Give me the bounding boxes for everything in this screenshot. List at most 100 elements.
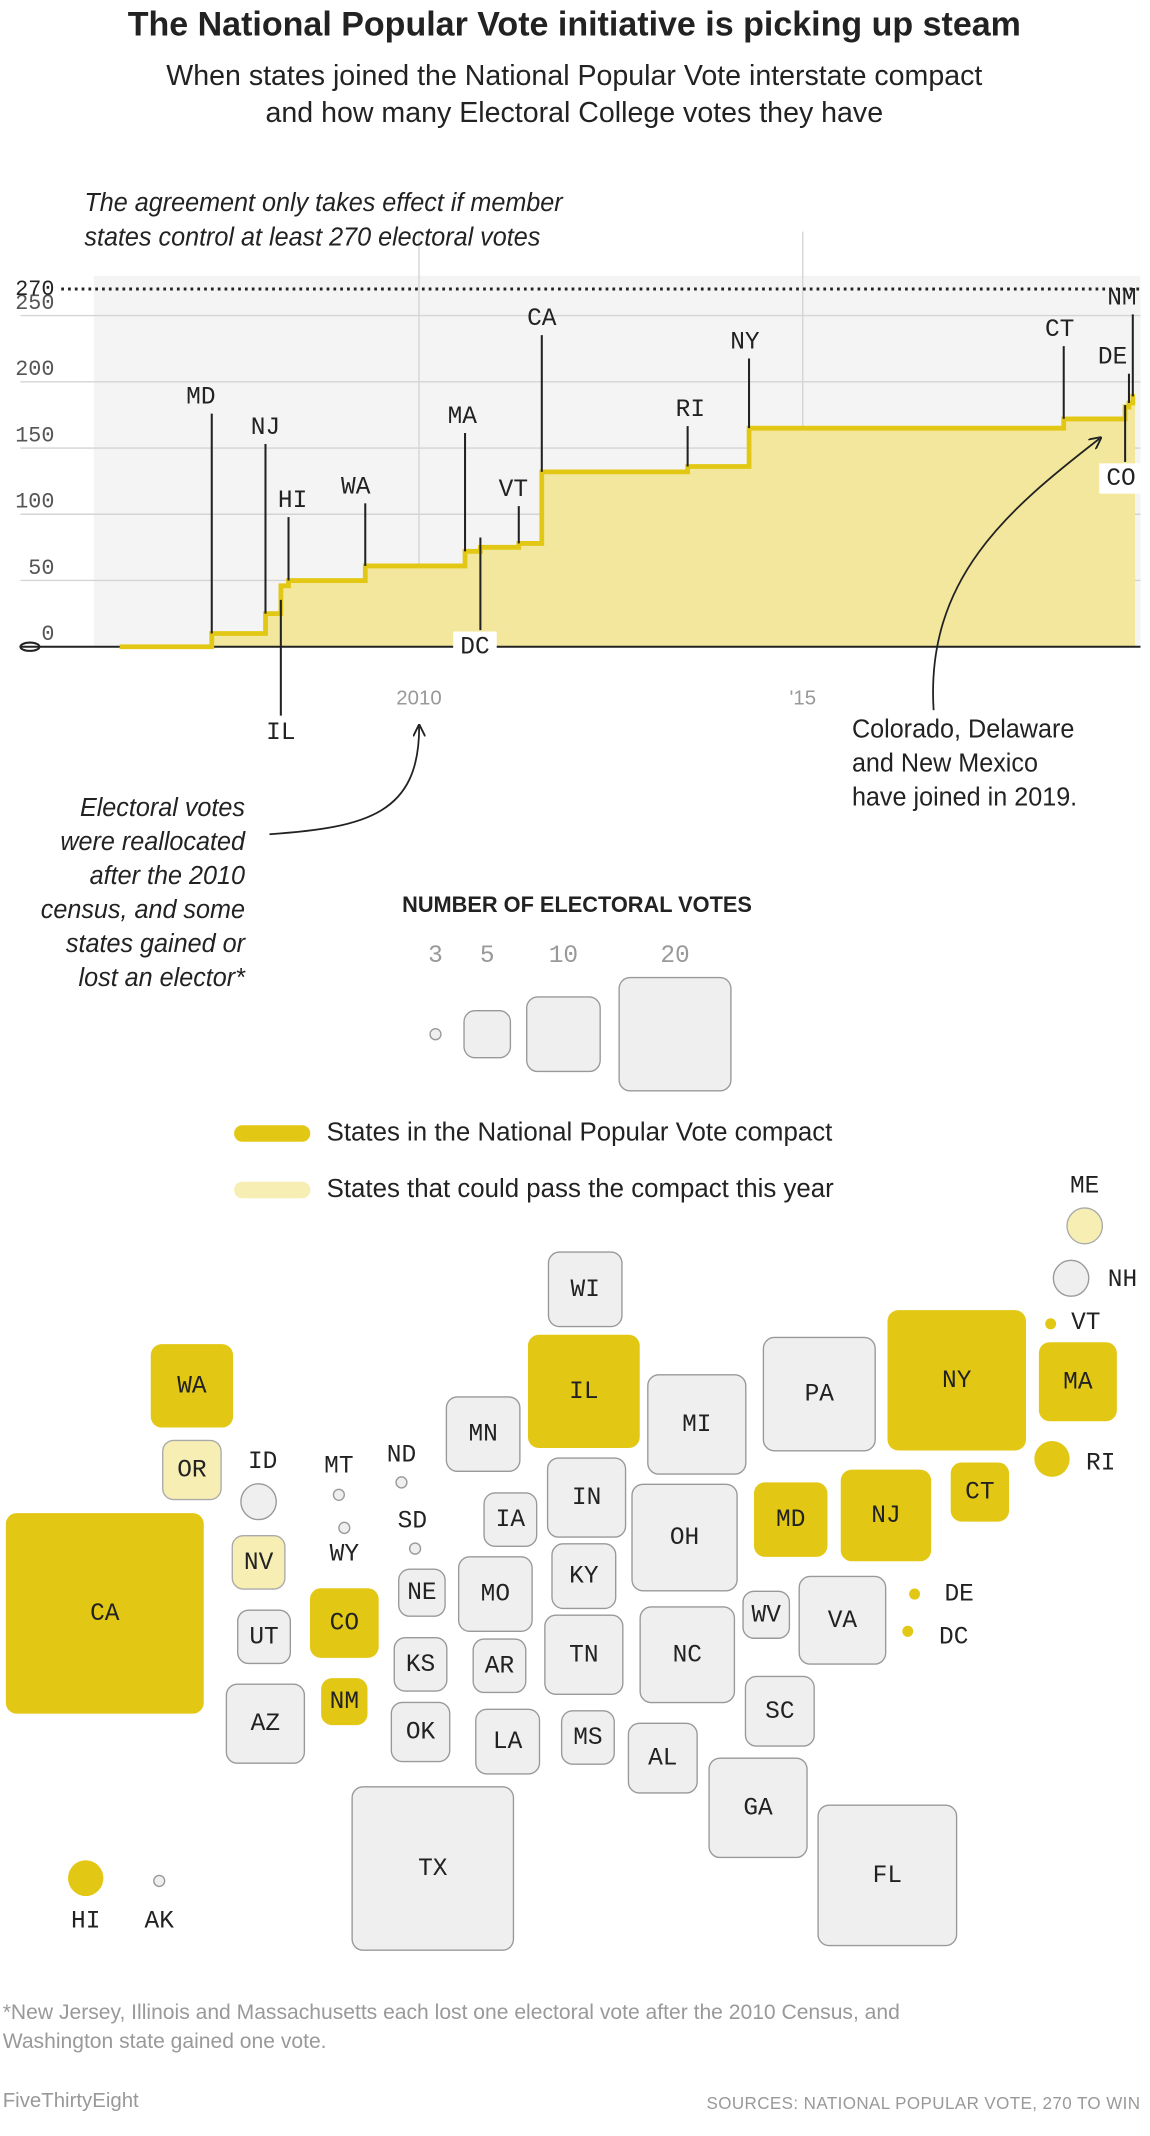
legend-title: NUMBER OF ELECTORAL VOTES bbox=[402, 892, 752, 917]
y-tick-label: 100 bbox=[15, 490, 54, 515]
state-tile bbox=[445, 1396, 521, 1473]
state-label: NC bbox=[673, 1641, 702, 1669]
event-label: NM bbox=[1107, 284, 1136, 312]
state-tile bbox=[742, 1590, 791, 1639]
state-tile bbox=[546, 1457, 627, 1538]
state-tile bbox=[527, 1334, 640, 1449]
state-tile bbox=[560, 1710, 615, 1765]
state-label: NV bbox=[244, 1549, 274, 1577]
y-tick-label: 250 bbox=[15, 291, 54, 316]
state-tile bbox=[225, 1683, 306, 1764]
event-label: CA bbox=[527, 305, 557, 333]
state-tile bbox=[544, 1614, 624, 1695]
subtitle: When states joined the National Popular … bbox=[166, 60, 982, 92]
annotation: census, and some bbox=[41, 896, 245, 924]
state-label: NE bbox=[407, 1579, 436, 1607]
y-tick-label: 50 bbox=[28, 556, 54, 581]
legend-size-mark bbox=[526, 996, 601, 1073]
state-tile bbox=[231, 1535, 286, 1590]
state-tile bbox=[950, 1462, 1010, 1522]
state-tile bbox=[408, 1542, 422, 1555]
event-label: CO bbox=[1106, 465, 1135, 493]
annotation: states control at least 270 electoral vo… bbox=[84, 223, 540, 251]
state-label: MD bbox=[776, 1506, 805, 1534]
state-label: IA bbox=[496, 1506, 526, 1534]
state-tile bbox=[309, 1588, 379, 1658]
state-label: MT bbox=[324, 1452, 353, 1480]
state-tile bbox=[1045, 1318, 1057, 1330]
event-label: HI bbox=[278, 487, 307, 515]
state-tile bbox=[909, 1588, 920, 1600]
annotation: states gained or bbox=[66, 930, 247, 958]
state-label: CO bbox=[330, 1609, 359, 1637]
annotation: were reallocated bbox=[60, 828, 246, 856]
state-tile bbox=[5, 1513, 204, 1714]
state-label: ME bbox=[1070, 1172, 1099, 1200]
state-tile bbox=[351, 1786, 515, 1951]
state-tile bbox=[708, 1757, 808, 1859]
annotation: lost an elector* bbox=[79, 964, 247, 992]
state-label: ND bbox=[387, 1441, 416, 1469]
state-tile bbox=[1066, 1207, 1104, 1245]
state-label: WV bbox=[752, 1601, 782, 1629]
chart-title: The National Popular Vote initiative is … bbox=[128, 5, 1021, 43]
state-label: WA bbox=[177, 1372, 207, 1400]
state-label: SD bbox=[398, 1507, 427, 1535]
state-tile bbox=[639, 1606, 736, 1704]
state-label: MI bbox=[682, 1411, 711, 1439]
threshold-label: 270 bbox=[15, 277, 54, 302]
legend-size-label: 20 bbox=[660, 942, 689, 970]
annotation-arrow bbox=[269, 727, 419, 836]
legend-label: States that could pass the compact this … bbox=[327, 1173, 834, 1203]
state-label: PA bbox=[805, 1381, 835, 1409]
label-bg bbox=[453, 631, 497, 662]
state-label: WI bbox=[571, 1276, 600, 1304]
state-label: AK bbox=[145, 1907, 175, 1935]
annotation: Colorado, Delaware bbox=[852, 715, 1074, 743]
state-label: MS bbox=[573, 1724, 602, 1752]
state-label: CT bbox=[965, 1478, 994, 1506]
footnote: Washington state gained one vote. bbox=[3, 2030, 327, 2053]
state-label: MN bbox=[468, 1421, 497, 1449]
state-tile bbox=[1034, 1441, 1070, 1477]
legend-size-label: 10 bbox=[549, 942, 578, 970]
area bbox=[119, 396, 1136, 647]
state-label: AL bbox=[648, 1745, 677, 1773]
state-label: TN bbox=[569, 1641, 598, 1669]
state-label: RI bbox=[1086, 1449, 1115, 1477]
state-tile bbox=[338, 1521, 351, 1535]
state-tile bbox=[457, 1556, 533, 1632]
event-label: NY bbox=[730, 328, 760, 356]
state-label: VT bbox=[1071, 1309, 1100, 1337]
event-label: MD bbox=[186, 384, 215, 412]
state-label: ID bbox=[248, 1448, 277, 1476]
state-label: OH bbox=[670, 1524, 699, 1552]
state-tile bbox=[162, 1439, 222, 1501]
state-tile bbox=[483, 1492, 538, 1547]
label-bg bbox=[259, 717, 303, 748]
state-tile bbox=[762, 1336, 876, 1452]
event-label: DE bbox=[1098, 344, 1127, 372]
y-tick-label: 0 bbox=[41, 622, 54, 647]
state-tile bbox=[753, 1482, 828, 1557]
state-label: LA bbox=[493, 1728, 523, 1756]
y-tick-label: 150 bbox=[15, 423, 54, 448]
annotation-arrow bbox=[932, 439, 1100, 711]
event-label: IL bbox=[266, 719, 295, 747]
state-label: DE bbox=[944, 1580, 973, 1608]
legend-swatch bbox=[234, 1125, 311, 1142]
annotation: and New Mexico bbox=[852, 749, 1038, 777]
state-label: DC bbox=[939, 1623, 968, 1651]
legend-size-label: 5 bbox=[480, 942, 495, 970]
annotation: Electoral votes bbox=[80, 794, 245, 822]
state-tile bbox=[237, 1609, 292, 1665]
state-tile bbox=[902, 1625, 914, 1637]
state-tile bbox=[798, 1575, 887, 1665]
state-label: UT bbox=[249, 1623, 278, 1651]
state-tile bbox=[547, 1251, 623, 1328]
legend-size-mark bbox=[618, 976, 732, 1092]
state-label: NH bbox=[1108, 1266, 1137, 1294]
state-label: MO bbox=[481, 1580, 510, 1608]
source: SOURCES: NATIONAL POPULAR VOTE, 270 TO W… bbox=[706, 2094, 1140, 2113]
